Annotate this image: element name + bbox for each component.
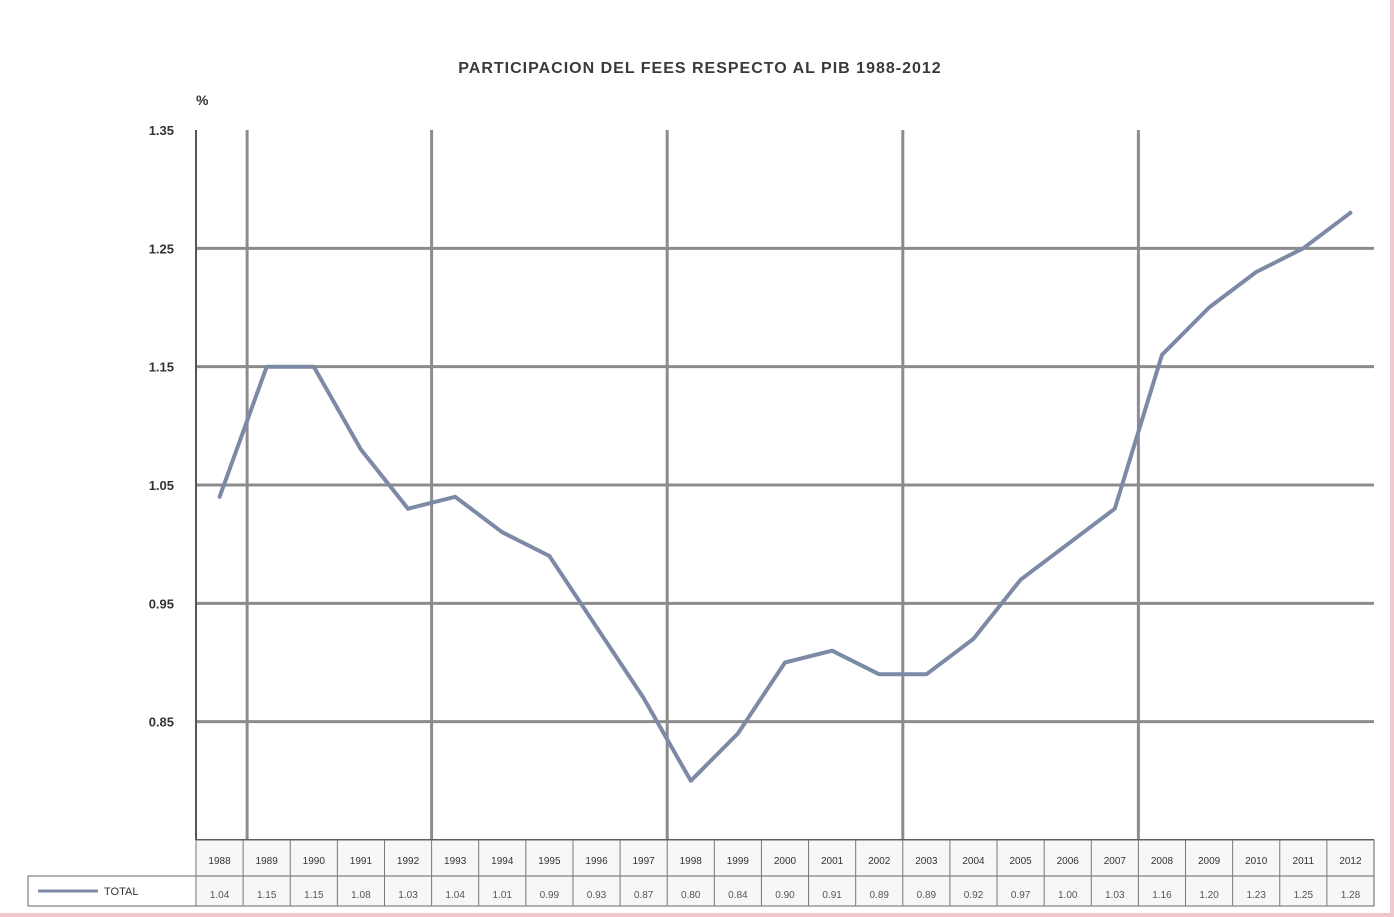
- data-point: [406, 507, 410, 511]
- chart-title: PARTICIPACION DEL FEES RESPECTO AL PIB 1…: [458, 60, 942, 77]
- data-table-value: 0.89: [870, 890, 890, 901]
- data-table-value: 1.16: [1152, 890, 1172, 901]
- data-table-value: 0.97: [1011, 890, 1031, 901]
- data-point: [265, 365, 269, 369]
- legend-label: TOTAL: [104, 886, 138, 898]
- data-point: [689, 779, 693, 783]
- data-table-value: 1.00: [1058, 890, 1078, 901]
- data-point: [500, 530, 504, 534]
- x-tick-label: 1995: [538, 856, 561, 867]
- x-tick-label: 2002: [868, 856, 891, 867]
- data-point: [924, 672, 928, 676]
- data-point: [312, 365, 316, 369]
- data-table-value: 1.28: [1341, 890, 1361, 901]
- data-point: [453, 495, 457, 499]
- x-tick-label: 1989: [256, 856, 279, 867]
- y-tick-label: 1.35: [149, 123, 174, 138]
- data-point: [736, 732, 740, 735]
- data-table-value: 1.15: [304, 890, 324, 901]
- data-table-value: 1.23: [1246, 890, 1266, 901]
- data-point: [877, 672, 881, 676]
- x-tick-label: 1988: [208, 856, 231, 867]
- data-point: [1066, 542, 1070, 546]
- x-tick-label: 2010: [1245, 856, 1268, 867]
- data-point: [359, 448, 363, 451]
- y-tick-label: 1.05: [149, 478, 174, 493]
- data-point: [1254, 270, 1258, 274]
- data-table-value: 0.89: [917, 890, 937, 901]
- data-point: [1160, 353, 1164, 357]
- y-tick-label: 1.15: [149, 360, 174, 375]
- data-point: [1207, 306, 1211, 309]
- data-point: [1019, 578, 1023, 582]
- data-point: [595, 625, 599, 629]
- data-point: [830, 649, 834, 653]
- x-tick-label: 1999: [727, 856, 750, 867]
- data-table-value: 0.90: [775, 890, 795, 901]
- data-table-value: 1.04: [445, 890, 465, 901]
- data-table-value: 1.03: [398, 890, 418, 901]
- y-tick-label: 0.95: [149, 596, 174, 611]
- data-table: [195, 839, 1375, 907]
- data-point: [218, 495, 222, 499]
- x-tick-label: 2007: [1104, 856, 1127, 867]
- data-table-value: 0.93: [587, 890, 607, 901]
- x-tick-label: 2009: [1198, 856, 1221, 867]
- data-point: [1113, 507, 1117, 511]
- data-table-value: 1.01: [493, 890, 513, 901]
- x-tick-label: 1997: [633, 856, 656, 867]
- x-tick-label: 2005: [1009, 856, 1032, 867]
- x-tick-label: 1994: [491, 856, 514, 867]
- y-tick-label: 0.85: [149, 715, 174, 730]
- x-tick-label: 2012: [1339, 856, 1362, 867]
- x-tick-label: 1991: [350, 856, 373, 867]
- data-table-value: 1.08: [351, 890, 371, 901]
- x-tick-label: 1993: [444, 856, 467, 867]
- x-tick-label: 2006: [1057, 856, 1080, 867]
- data-point: [642, 696, 646, 700]
- data-point: [547, 554, 551, 558]
- x-tick-label: 1996: [585, 856, 608, 867]
- data-point: [783, 661, 787, 664]
- data-table-value: 1.04: [210, 890, 230, 901]
- data-point: [971, 637, 975, 641]
- data-table-value: 0.92: [964, 890, 984, 901]
- x-tick-label: 2008: [1151, 856, 1174, 867]
- data-table-value: 1.25: [1294, 890, 1314, 901]
- x-tick-label: 2003: [915, 856, 938, 867]
- x-tick-label: 1992: [397, 856, 420, 867]
- data-table-value: 0.87: [634, 890, 654, 901]
- data-point: [1301, 246, 1305, 250]
- data-table-value: 0.80: [681, 890, 701, 901]
- x-tick-label: 1990: [303, 856, 326, 867]
- data-table-value: 0.91: [822, 890, 842, 901]
- y-axis-unit-label: %: [196, 92, 209, 108]
- data-table-value: 0.99: [540, 890, 560, 901]
- x-tick-label: 1998: [680, 856, 703, 867]
- data-table-value: 1.15: [257, 890, 277, 901]
- data-table-value: 1.20: [1199, 890, 1219, 901]
- x-tick-label: 2000: [774, 856, 797, 867]
- x-tick-label: 2004: [962, 856, 985, 867]
- y-tick-label: 1.25: [149, 241, 174, 256]
- data-table-value: 0.84: [728, 890, 748, 901]
- x-tick-label: 2001: [821, 856, 844, 867]
- x-tick-label: 2011: [1293, 856, 1315, 867]
- data-table-value: 1.03: [1105, 890, 1125, 901]
- data-point: [1348, 211, 1352, 215]
